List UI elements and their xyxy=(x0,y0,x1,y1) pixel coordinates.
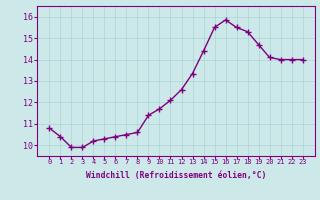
X-axis label: Windchill (Refroidissement éolien,°C): Windchill (Refroidissement éolien,°C) xyxy=(86,171,266,180)
